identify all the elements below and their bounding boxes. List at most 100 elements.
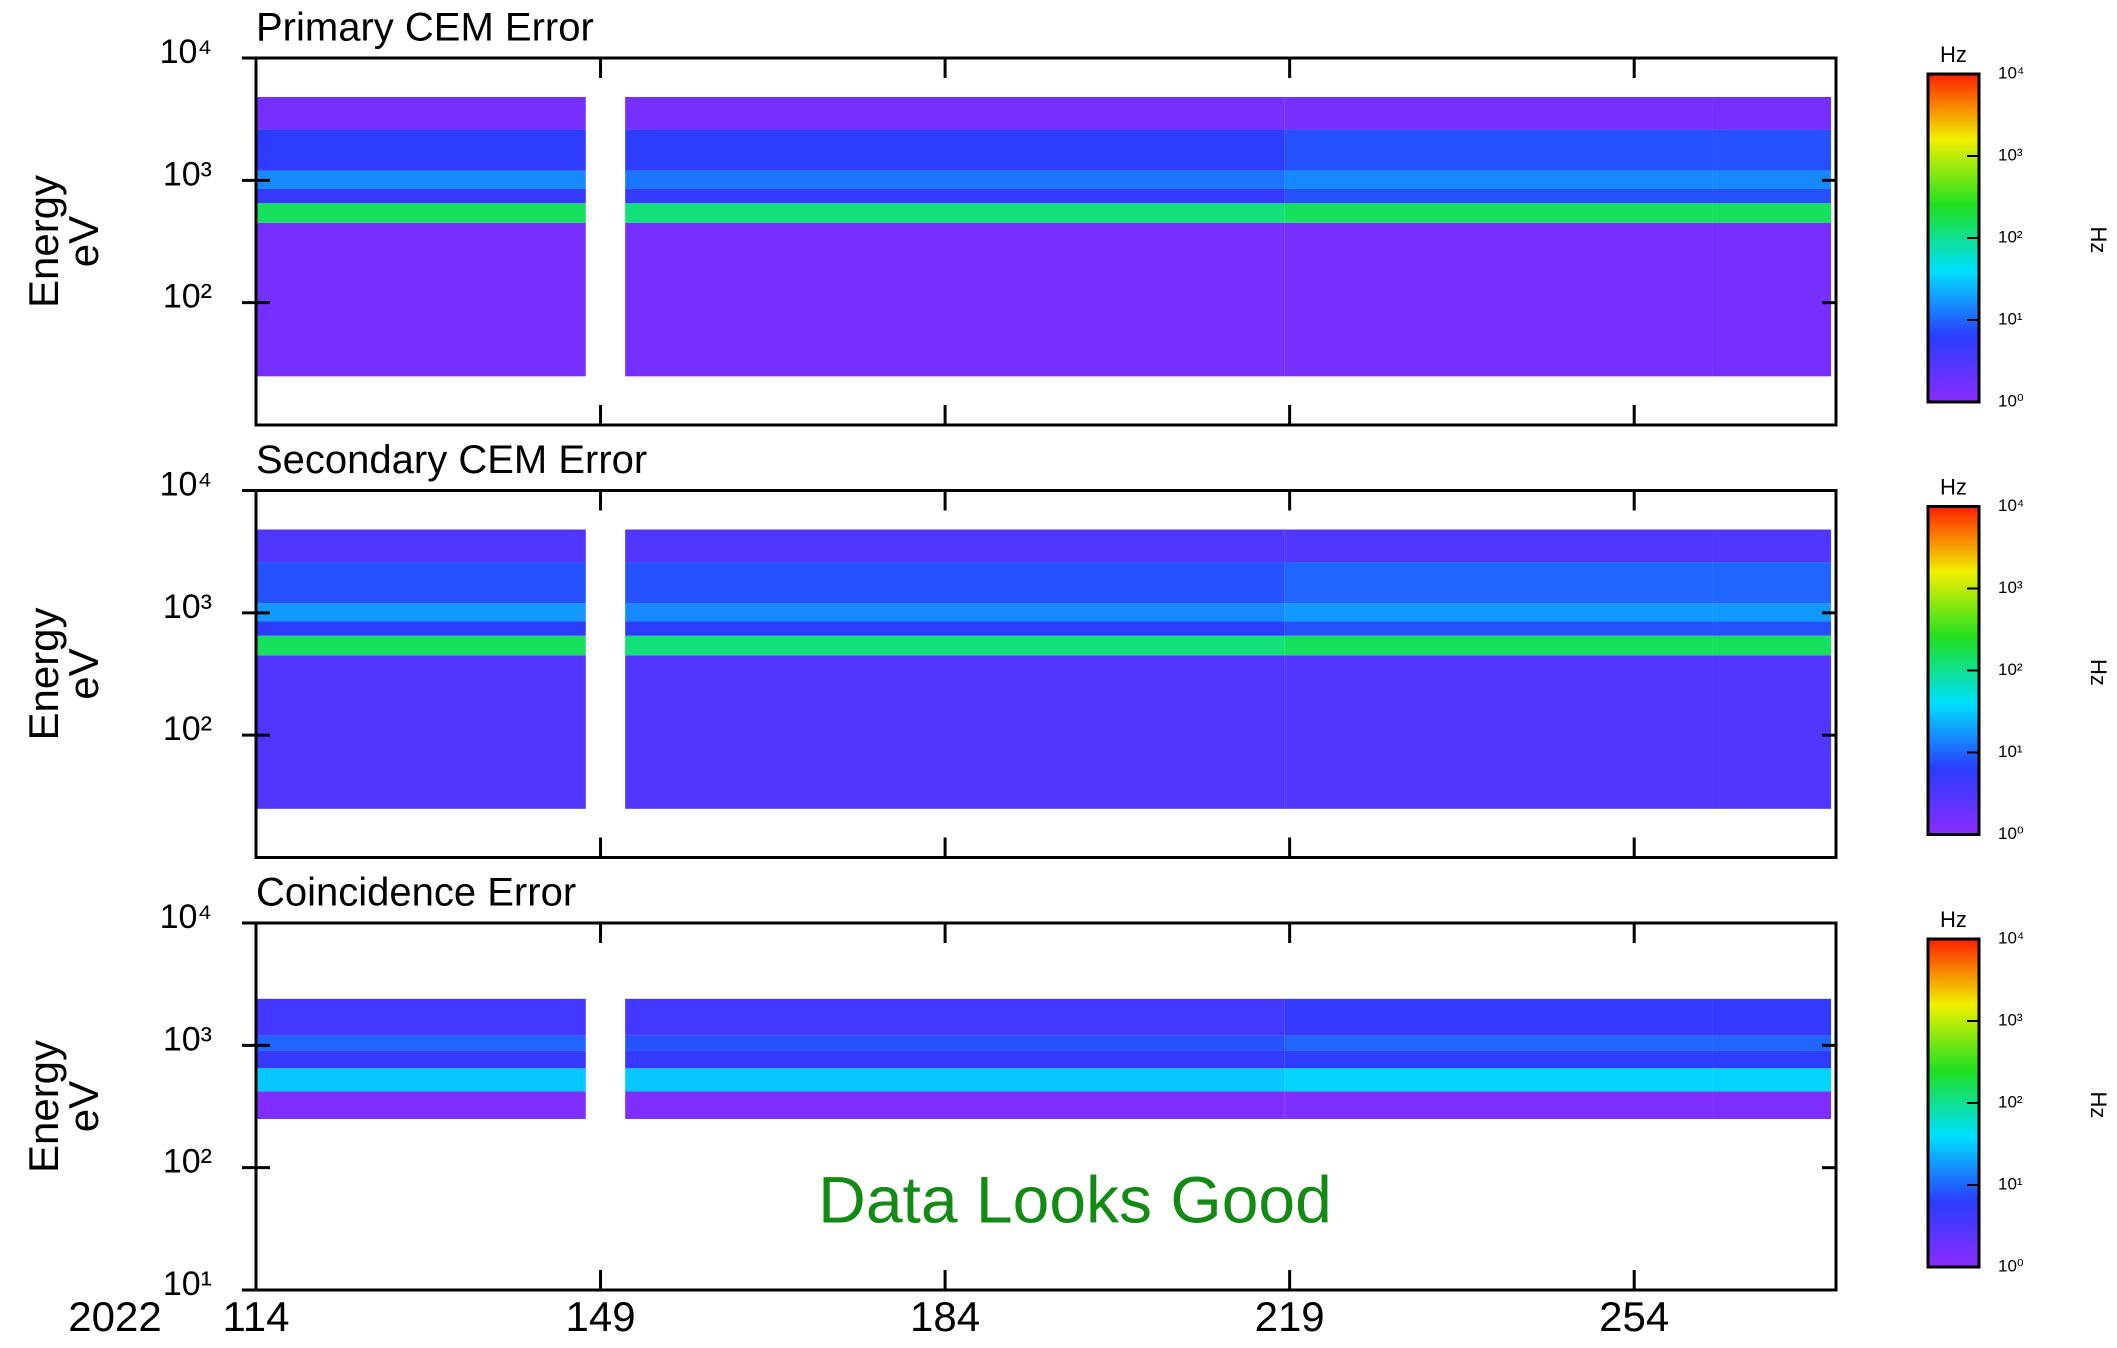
heatmap-cell (1284, 562, 1713, 604)
y-tick-label: 10³ (163, 588, 212, 626)
heatmap-cell (256, 529, 586, 563)
heatmap-cell (1284, 188, 1713, 204)
colorbar-tick-label: 10² (1998, 660, 2023, 679)
heatmap-cell (1284, 129, 1713, 171)
colorbar-tick-label: 10³ (1998, 578, 2023, 597)
heatmap-cell (1712, 188, 1832, 204)
heatmap-cell (256, 1091, 586, 1119)
x-tick-label: 184 (910, 1293, 980, 1340)
heatmap-cell (625, 635, 1285, 656)
heatmap-cell (1712, 203, 1832, 223)
colorbar-tick-label: 10⁰ (1998, 824, 2024, 843)
colorbar-side-label: Hz (2086, 659, 2111, 686)
colorbar-tick-label: 10⁴ (1998, 928, 2024, 947)
heatmap-cell (1712, 635, 1832, 656)
x-tick-label: 149 (566, 1293, 636, 1340)
heatmap-cell (1712, 562, 1832, 604)
heatmap-cell (1284, 529, 1713, 563)
heatmap-cell (1284, 1068, 1713, 1092)
y-axis-label: Energy (20, 607, 67, 740)
colorbar-tick-label: 10² (1998, 1092, 2023, 1111)
heatmap-cell (1284, 203, 1713, 223)
colorbar-tick-label: 10¹ (1998, 1174, 2023, 1193)
y-axis-label: Energy (20, 1040, 67, 1173)
colorbar-tick-label: 10³ (1998, 1010, 2023, 1029)
y-tick-label: 10⁴ (160, 465, 212, 503)
heatmap-cell (1284, 603, 1713, 622)
y-tick-label: 10² (163, 710, 212, 748)
heatmap-cell (1712, 222, 1832, 377)
heatmap-cell (1712, 1035, 1832, 1051)
heatmap-cell (1284, 998, 1713, 1036)
panel-title: Primary CEM Error (256, 6, 594, 50)
colorbar-side-label: Hz (2086, 227, 2111, 254)
annotation: Data Looks Good (818, 1162, 1332, 1236)
heatmap-cell (625, 188, 1285, 204)
panel-title: Secondary CEM Error (256, 438, 647, 482)
heatmap-cell (625, 129, 1285, 171)
heatmap-cell (1712, 621, 1832, 636)
heatmap-cell (1712, 129, 1832, 171)
heatmap-cell (256, 1068, 586, 1092)
x-tick-label: 219 (1255, 1293, 1325, 1340)
colorbar-tick-label: 10⁴ (1998, 496, 2024, 515)
heatmap-cell (256, 222, 586, 377)
colorbar-tick-label: 10⁰ (1998, 391, 2024, 410)
heatmap-cell (625, 603, 1285, 622)
heatmap-cell (1712, 655, 1832, 809)
heatmap-cell (1712, 603, 1832, 622)
plot-frame (254, 921, 1838, 1292)
heatmap-cell (625, 96, 1285, 130)
colorbar-tick-label: 10¹ (1998, 309, 2023, 328)
heatmap-cell (1284, 96, 1713, 130)
heatmap-cell (1712, 1068, 1832, 1092)
year-label: 2022 (68, 1293, 161, 1340)
y-tick-label: 10⁴ (160, 898, 212, 936)
colorbar-tick-label: 10³ (1998, 145, 2023, 164)
heatmap-cell (256, 998, 586, 1036)
plot-frame (254, 489, 1838, 859)
heatmap-cell (625, 562, 1285, 604)
heatmap-cell (1284, 1035, 1713, 1051)
heatmap-cell (1284, 635, 1713, 656)
y-axis-label: eV (60, 216, 107, 267)
heatmap-cell (625, 1035, 1285, 1051)
heatmap-cell (1712, 96, 1832, 130)
colorbar-tick-label: 10² (1998, 227, 2023, 246)
heatmap-cell (1284, 222, 1713, 377)
colorbar-tick-label: 10¹ (1998, 742, 2023, 761)
plot-frame (254, 56, 1838, 427)
heatmap-cell (256, 203, 586, 223)
heatmap-cell (256, 655, 586, 809)
y-axis-label: Energy (20, 175, 67, 308)
heatmap-cell (256, 170, 586, 189)
panel-title: Coincidence Error (256, 871, 576, 915)
heatmap-cell (1712, 998, 1832, 1036)
y-tick-label: 10³ (163, 155, 212, 193)
y-tick-label: 10³ (163, 1020, 212, 1058)
heatmap-cell (625, 1068, 1285, 1092)
heatmap-cell (1712, 1050, 1832, 1069)
y-tick-label: 10⁴ (160, 33, 212, 71)
heatmap-cell (625, 222, 1285, 377)
x-tick-label: 254 (1599, 1293, 1669, 1340)
heatmap-cell (625, 203, 1285, 223)
heatmap-cell (256, 188, 586, 204)
x-tick-label: 114 (223, 1293, 290, 1340)
heatmap-cell (1712, 529, 1832, 563)
heatmap-cell (1284, 621, 1713, 636)
heatmap-cell (256, 621, 586, 636)
colorbar-tick-label: 10⁴ (1998, 63, 2024, 82)
heatmap-cell (625, 170, 1285, 189)
y-axis-label: eV (60, 1081, 107, 1132)
heatmap-cell (1284, 655, 1713, 809)
heatmap-cell (625, 1091, 1285, 1119)
colorbar-tick-label: 10⁰ (1998, 1256, 2024, 1275)
heatmap-cell (625, 529, 1285, 563)
heatmap-cell (625, 998, 1285, 1036)
heatmap-cell (625, 1050, 1285, 1069)
heatmap-cell (1284, 1050, 1713, 1069)
y-tick-label: 10¹ (163, 1265, 212, 1303)
heatmap-cell (1284, 1091, 1713, 1119)
